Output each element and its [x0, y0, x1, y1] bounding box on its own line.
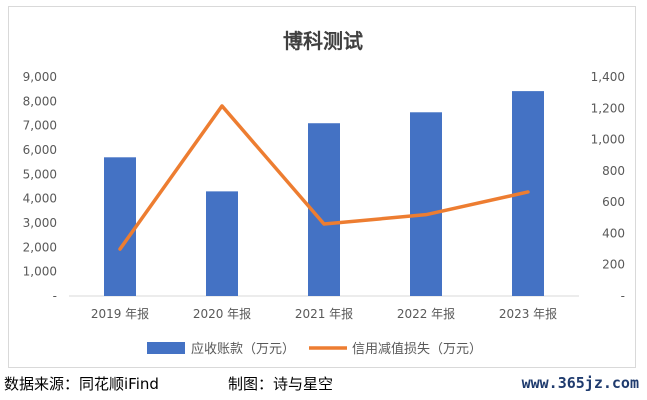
- bar: [104, 157, 136, 296]
- legend-label-bar: 应收账款（万元）: [191, 341, 295, 357]
- y-left-tick-label: 8,000: [23, 94, 57, 108]
- y-left-tick-label: 7,000: [23, 119, 57, 133]
- y-left-tick-label: 1,000: [23, 265, 57, 279]
- site-watermark: www.365jz.com: [521, 374, 639, 392]
- x-tick-label: 2023 年报: [499, 306, 557, 321]
- y-left-tick-label: 4,000: [23, 192, 57, 206]
- y-right-tick-label: -: [621, 289, 625, 303]
- y-left-tick-label: 3,000: [23, 216, 57, 230]
- y-left-tick-label: 9,000: [23, 70, 57, 84]
- bar: [206, 191, 238, 296]
- y-left-tick-label: -: [53, 289, 57, 303]
- chart-frame: 博科测试 - 1,000 2,000 3,000 4,000 5,000 6,000 7,00…: [8, 6, 636, 368]
- x-tick-label: 2022 年报: [397, 306, 455, 321]
- x-tick-label: 2020 年报: [193, 306, 251, 321]
- x-tick-label: 2019 年报: [91, 306, 149, 321]
- y-right-tick-label: 800: [602, 164, 625, 178]
- legend-swatch-bar: [147, 342, 185, 354]
- chart-title: 博科测试: [283, 29, 363, 53]
- y-right-tick-label: 1,200: [591, 101, 625, 115]
- y-left-tick-label: 6,000: [23, 143, 57, 157]
- combo-chart: 博科测试 - 1,000 2,000 3,000 4,000 5,000 6,000 7,00…: [23, 29, 625, 357]
- x-tick-label: 2021 年报: [295, 306, 353, 321]
- y-left-tick-label: 2,000: [23, 240, 57, 254]
- bar: [410, 112, 442, 297]
- y-right-tick-label: 1,400: [591, 70, 625, 84]
- y-left-tick-label: 5,000: [23, 167, 57, 181]
- legend-label-line: 信用减值损失（万元）: [352, 341, 482, 357]
- data-source-note: 数据来源：同花顺iFind: [4, 375, 159, 393]
- y-right-tick-label: 400: [602, 226, 625, 240]
- y-right-tick-label: 600: [602, 195, 625, 209]
- chart-credit: 制图：诗与星空: [228, 375, 334, 393]
- y-right-tick-label: 200: [602, 258, 625, 272]
- y-right-tick-label: 1,000: [591, 133, 625, 147]
